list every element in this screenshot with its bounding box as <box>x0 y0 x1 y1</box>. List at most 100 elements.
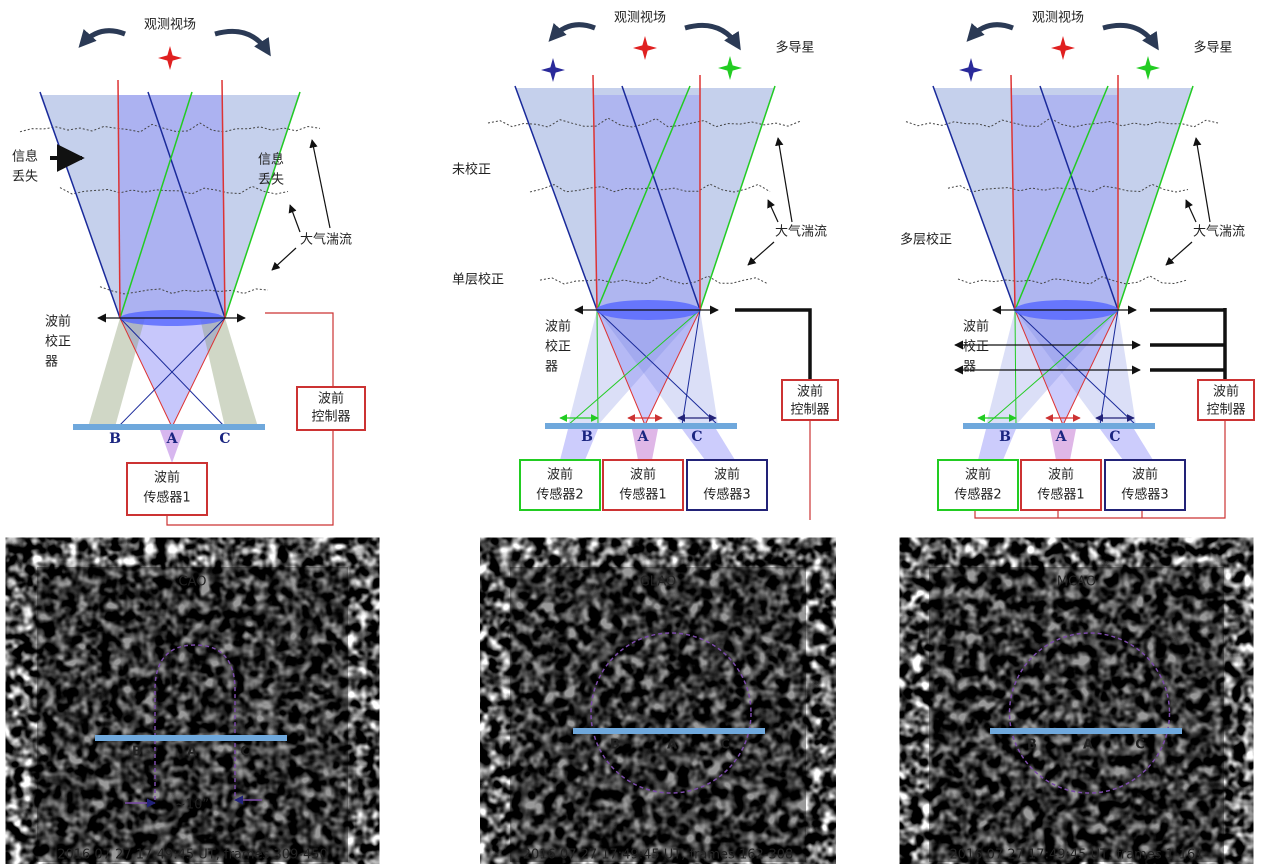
beam <box>682 429 735 460</box>
focal-plane <box>963 423 1155 429</box>
image-footer: 2016 07 27 17:49:45 UT, frames 309-450 <box>57 848 328 863</box>
ray <box>644 309 701 426</box>
controller-label: 控制器 <box>1206 403 1245 418</box>
ray <box>1193 137 1211 223</box>
corrector-label: 校正 <box>545 339 571 355</box>
controller-label: 波前 <box>797 384 823 400</box>
beam <box>1050 429 1076 460</box>
beam <box>632 429 658 460</box>
point-label: C <box>691 429 702 445</box>
sensor-label: 传感器2 <box>954 487 1001 503</box>
image-point: A <box>1083 738 1093 753</box>
point-label: A <box>637 429 650 445</box>
beam <box>978 429 1016 460</box>
multi-star-label: 多导星 <box>775 40 814 56</box>
control-wire <box>265 312 334 387</box>
control-wire <box>735 308 812 380</box>
image-point: C <box>720 738 730 753</box>
point-label: B <box>581 429 593 445</box>
ray <box>514 85 598 311</box>
field-label: 观测视场 <box>614 11 666 26</box>
field-arrow <box>1102 22 1159 51</box>
ray <box>171 317 226 428</box>
turbulence-layer <box>19 122 321 133</box>
granulation <box>929 567 1224 862</box>
image-title: MCAO <box>1057 575 1096 590</box>
ray <box>119 317 226 428</box>
image-footer: 2016 07 27 17:49:45 UT, frames 162-308 <box>523 848 794 863</box>
sensor-box <box>686 459 768 511</box>
field-arrow <box>214 28 271 57</box>
turbulence-label: 大气湍流 <box>300 232 352 248</box>
field-label: 观测视场 <box>144 18 196 33</box>
corrector-label: 波前 <box>545 319 571 335</box>
ray <box>1014 85 1109 311</box>
point-label: C <box>219 431 230 447</box>
corrector-label: 校正 <box>45 334 71 350</box>
controller-label: 控制器 <box>790 403 829 418</box>
beam <box>1011 95 1118 310</box>
single-layer-label: 单层校正 <box>452 272 504 288</box>
sensor-label: 波前 <box>1132 467 1158 483</box>
ray <box>39 91 121 319</box>
image-bar <box>95 735 287 741</box>
sensor-label: 波前 <box>1048 467 1074 483</box>
beam <box>88 318 145 427</box>
ray <box>747 241 775 266</box>
ray <box>1185 199 1197 223</box>
image-point: C <box>240 745 250 760</box>
field-arrow <box>78 28 126 48</box>
sensor-label: 传感器2 <box>536 487 583 503</box>
field-label: 观测视场 <box>1032 11 1084 26</box>
turbulence-layer <box>487 117 801 128</box>
guide-star <box>633 36 657 60</box>
scale-label: ~10” <box>175 798 209 813</box>
corrector-label: 器 <box>963 360 976 375</box>
ray <box>596 309 719 426</box>
ray <box>119 91 193 319</box>
sensor-label: 传感器3 <box>703 487 750 503</box>
ray <box>932 85 1016 311</box>
field-arrow <box>684 22 741 51</box>
beam <box>40 95 300 318</box>
sensor-box <box>519 459 601 511</box>
ray <box>596 309 646 426</box>
sensor-label: 波前 <box>965 467 991 483</box>
guide-star <box>541 58 565 82</box>
point-label: A <box>166 431 179 447</box>
ray <box>699 85 776 311</box>
ray <box>117 79 121 319</box>
turbulence-layer <box>905 117 1219 128</box>
ray <box>596 85 691 311</box>
info-loss: 信息 <box>12 149 38 165</box>
beam <box>560 429 598 460</box>
image-point: A <box>667 738 677 753</box>
controller-label: 控制器 <box>311 410 350 425</box>
controller-label: 波前 <box>1213 384 1239 400</box>
image-point: A <box>187 745 197 760</box>
sensor-label: 传感器3 <box>1121 487 1168 503</box>
turbulence-layer <box>529 183 771 193</box>
sensor-box <box>126 462 208 516</box>
turbulence-layer <box>539 275 769 285</box>
corrector-label: 波前 <box>963 319 989 335</box>
ray <box>119 317 173 428</box>
image-point: B <box>610 738 620 753</box>
image-title: GLAO <box>640 575 677 590</box>
granulation <box>510 567 806 862</box>
ray <box>117 317 226 428</box>
point-label: B <box>109 431 121 447</box>
corrector-label: 波前 <box>45 314 71 330</box>
info-loss: 丢失 <box>12 170 38 185</box>
controller-box <box>296 386 366 431</box>
sensor-box <box>602 459 684 511</box>
point-label: A <box>1055 429 1068 445</box>
point-label: B <box>999 429 1011 445</box>
control-wire <box>974 420 1226 519</box>
beam <box>200 318 258 427</box>
ray <box>592 74 598 311</box>
focal-plane <box>73 424 265 430</box>
ray <box>224 91 301 319</box>
ray <box>681 309 701 426</box>
multi-layer-label: 多层校正 <box>900 232 952 248</box>
